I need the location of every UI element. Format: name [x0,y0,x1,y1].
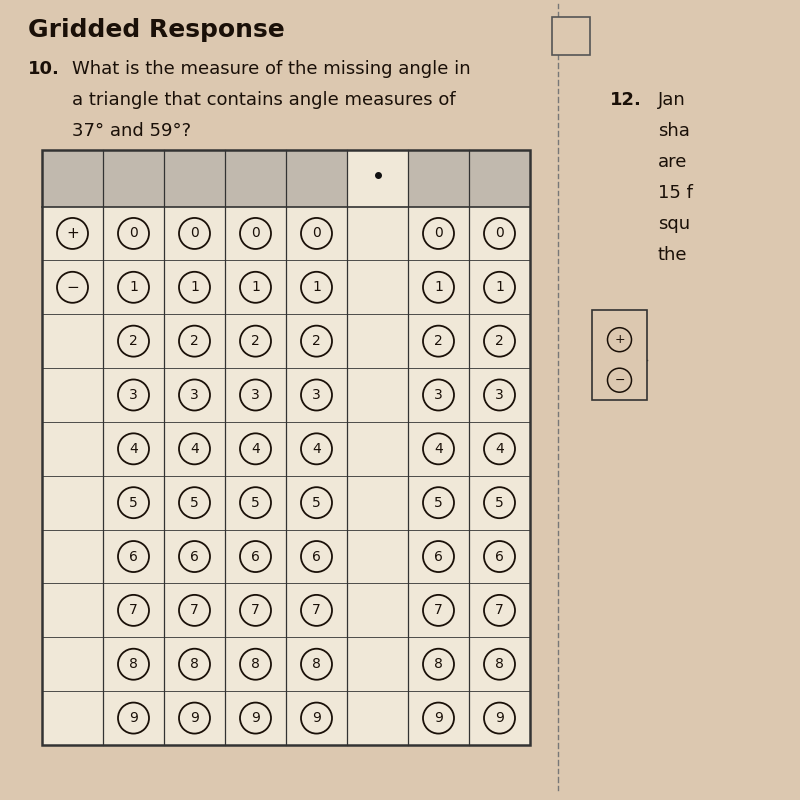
Bar [592,310,647,400]
Text: +: + [66,226,79,241]
Text: 0: 0 [251,226,260,241]
Text: 3: 3 [312,388,321,402]
Bar [225,150,286,206]
Text: 9: 9 [312,711,321,725]
Text: 2: 2 [129,334,138,348]
Bar [469,150,530,206]
Text: 2: 2 [312,334,321,348]
Text: What is the measure of the missing angle in: What is the measure of the missing angle… [72,60,470,78]
Text: 8: 8 [190,658,199,671]
Text: 8: 8 [251,658,260,671]
Text: 6: 6 [312,550,321,563]
Bar [164,150,225,206]
Text: 2: 2 [495,334,504,348]
Text: 5: 5 [190,496,199,510]
Text: 9: 9 [129,711,138,725]
Text: 8: 8 [495,658,504,671]
Text: 7: 7 [495,603,504,618]
Bar [103,150,164,206]
Text: 3: 3 [251,388,260,402]
Text: 1: 1 [251,280,260,294]
Text: sha: sha [658,122,690,140]
Text: −: − [614,374,625,386]
Text: 3: 3 [434,388,443,402]
Text: 5: 5 [495,496,504,510]
Text: 2: 2 [190,334,199,348]
Text: 1: 1 [190,280,199,294]
Text: 12.: 12. [610,91,642,109]
Text: 8: 8 [129,658,138,671]
Text: 7: 7 [312,603,321,618]
Text: 8: 8 [434,658,443,671]
Text: 2: 2 [251,334,260,348]
Text: 4: 4 [129,442,138,456]
Text: 5: 5 [251,496,260,510]
Text: Jan: Jan [658,91,686,109]
Text: 2: 2 [434,334,443,348]
Text: 5: 5 [434,496,443,510]
Text: 1: 1 [434,280,443,294]
Text: 1: 1 [129,280,138,294]
Text: 1: 1 [495,280,504,294]
Text: 9: 9 [251,711,260,725]
Text: 6: 6 [495,550,504,563]
Text: 6: 6 [129,550,138,563]
Text: a triangle that contains angle measures of: a triangle that contains angle measures … [72,91,456,109]
Bar [42,150,530,745]
Bar [286,150,347,206]
Text: Gridded Response: Gridded Response [28,18,285,42]
Text: 3: 3 [495,388,504,402]
Text: +: + [614,334,625,346]
Text: 6: 6 [251,550,260,563]
Text: 4: 4 [251,442,260,456]
Text: 7: 7 [129,603,138,618]
Text: 0: 0 [312,226,321,241]
Text: 0: 0 [495,226,504,241]
Text: 9: 9 [434,711,443,725]
Text: 5: 5 [129,496,138,510]
Text: the: the [658,246,687,264]
Text: 8: 8 [312,658,321,671]
Text: 7: 7 [190,603,199,618]
Text: 0: 0 [434,226,443,241]
Bar [42,150,103,206]
Text: 3: 3 [190,388,199,402]
Text: 4: 4 [190,442,199,456]
Text: 4: 4 [434,442,443,456]
Text: 1: 1 [312,280,321,294]
Text: are: are [658,153,687,171]
Text: −: − [66,280,79,294]
Text: 5: 5 [312,496,321,510]
Text: 0: 0 [190,226,199,241]
Text: 0: 0 [129,226,138,241]
Text: 4: 4 [312,442,321,456]
Text: 37° and 59°?: 37° and 59°? [72,122,191,140]
Text: 3: 3 [129,388,138,402]
Text: 6: 6 [190,550,199,563]
Text: 10.: 10. [28,60,60,78]
Bar [42,150,530,745]
Text: squ: squ [658,215,690,233]
Bar [552,17,590,55]
Text: 9: 9 [495,711,504,725]
Text: 6: 6 [434,550,443,563]
Text: 4: 4 [495,442,504,456]
Text: 7: 7 [434,603,443,618]
Text: 7: 7 [251,603,260,618]
Bar [408,150,469,206]
Text: 9: 9 [190,711,199,725]
Text: 15 f: 15 f [658,184,693,202]
